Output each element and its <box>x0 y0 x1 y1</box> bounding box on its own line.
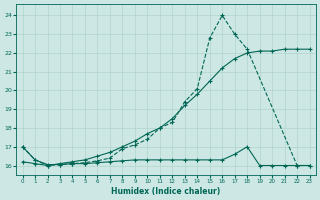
X-axis label: Humidex (Indice chaleur): Humidex (Indice chaleur) <box>111 187 221 196</box>
